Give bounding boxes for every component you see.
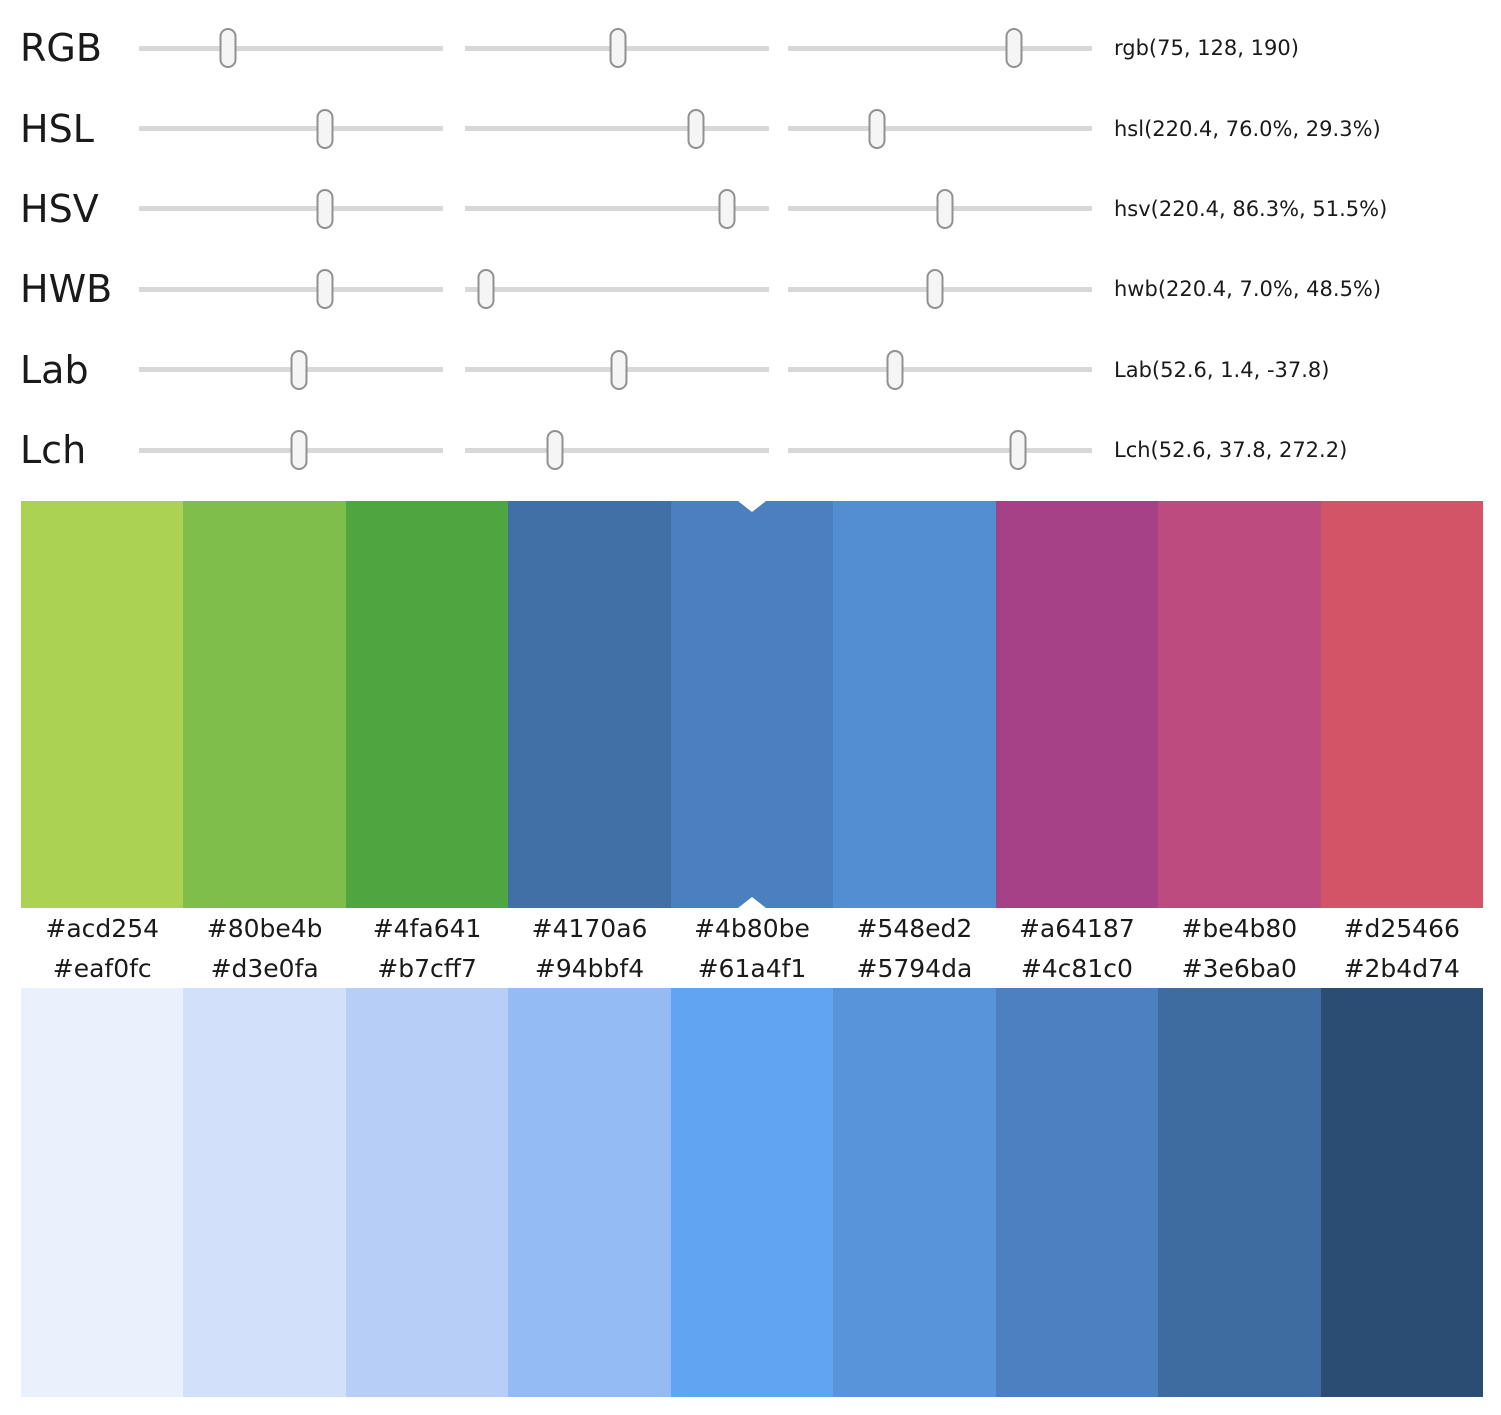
palette-swatch[interactable] [345,501,509,908]
slider-thumb[interactable] [886,349,904,390]
hex-label: #d3e0fa [210,953,319,983]
slider-thumb[interactable] [718,188,736,229]
palette-swatch[interactable] [670,501,834,908]
hex-label: #acd254 [45,913,160,943]
color-value-text: hsv(220.4, 86.3%, 51.5%) [1114,196,1388,221]
palette-swatch[interactable] [995,501,1159,908]
slider-track[interactable] [788,188,1092,229]
hex-label: #4c81c0 [1020,953,1133,983]
palette-swatch[interactable] [833,988,996,1397]
selected-swatch-marker-top [738,501,766,512]
palette-swatch[interactable] [833,501,996,908]
slider-row-hsv: HSV hsv(220.4, 86.3%, 51.5%) [0,169,1501,249]
colorspace-label: Lch [20,428,87,473]
slider-thumb[interactable] [290,430,308,471]
slider-thumb[interactable] [868,108,886,149]
colorspace-label: HSV [20,186,99,231]
colorspace-label: HWB [20,267,113,312]
color-value-text: hsl(220.4, 76.0%, 29.3%) [1114,116,1381,141]
hex-label: #eaf0fc [52,953,152,983]
palette-swatch[interactable] [670,988,834,1397]
hex-label: #4fa641 [372,913,482,943]
hue-variations-palette [21,501,1483,908]
hex-label: #b7cff7 [377,953,477,983]
slider-thumb[interactable] [936,188,954,229]
color-sliders-panel: RGB rgb(75, 128, 190) HSL hsl(220.4, 76.0%,… [0,0,1501,501]
hex-label: #61a4f1 [697,953,807,983]
slider-track[interactable] [139,349,443,390]
slider-thumb[interactable] [290,349,308,390]
slider-track[interactable] [465,430,769,471]
colorspace-label: Lab [20,347,89,392]
hex-label: #94bbf4 [534,953,645,983]
slider-thumb[interactable] [610,349,628,390]
palette-swatch[interactable] [345,988,509,1397]
palette-swatch[interactable] [1320,501,1483,908]
slider-thumb[interactable] [926,269,944,310]
slider-track[interactable] [139,430,443,471]
colorspace-label: RGB [20,26,102,71]
palette-swatch[interactable] [995,988,1159,1397]
slider-track[interactable] [788,28,1092,69]
hex-label: #d25466 [1343,913,1460,943]
slider-thumb[interactable] [316,269,334,310]
hex-label: #548ed2 [856,913,973,943]
slider-thumb[interactable] [219,28,237,69]
hex-labels-row-top: #acd254 #80be4b #4fa641 #4170a6 #4b80be #548e… [21,908,1483,948]
slider-thumb[interactable] [609,28,627,69]
hex-label: #4b80be [694,913,810,943]
palette-swatch[interactable] [508,988,671,1397]
slider-track[interactable] [788,349,1092,390]
palette-swatch[interactable] [1320,988,1483,1397]
slider-track[interactable] [788,269,1092,310]
slider-row-hsl: HSL hsl(220.4, 76.0%, 29.3%) [0,88,1501,168]
palette-swatch[interactable] [508,501,671,908]
slider-track[interactable] [465,108,769,149]
slider-track[interactable] [465,269,769,310]
slider-track[interactable] [788,430,1092,471]
slider-track[interactable] [139,28,443,69]
hex-label: #3e6ba0 [1181,953,1297,983]
slider-track[interactable] [465,349,769,390]
slider-row-lch: Lch Lch(52.6, 37.8, 272.2) [0,410,1501,490]
slider-thumb[interactable] [687,108,705,149]
palette-swatch[interactable] [183,988,346,1397]
slider-thumb[interactable] [1009,430,1027,471]
slider-row-lab: Lab Lab(52.6, 1.4, -37.8) [0,330,1501,410]
selected-swatch-marker-bottom [738,897,766,908]
slider-track[interactable] [465,28,769,69]
hex-label: #80be4b [206,913,323,943]
colorspace-label: HSL [20,106,94,151]
slider-thumb[interactable] [546,430,564,471]
slider-thumb[interactable] [477,269,495,310]
color-value-text: Lch(52.6, 37.8, 272.2) [1114,438,1348,463]
palette-swatch[interactable] [21,501,184,908]
slider-row-rgb: RGB rgb(75, 128, 190) [0,8,1501,88]
lightness-scale-palette [21,988,1483,1397]
palette-swatch[interactable] [183,501,346,908]
slider-track[interactable] [139,108,443,149]
palette-swatch[interactable] [21,988,184,1397]
slider-thumb[interactable] [316,188,334,229]
palette-swatch[interactable] [1158,988,1321,1397]
hex-label: #2b4d74 [1343,953,1460,983]
color-value-text: rgb(75, 128, 190) [1114,36,1299,61]
color-value-text: hwb(220.4, 7.0%, 48.5%) [1114,277,1382,302]
slider-track[interactable] [465,188,769,229]
slider-track[interactable] [788,108,1092,149]
hex-label: #a64187 [1018,913,1135,943]
slider-track[interactable] [139,269,443,310]
slider-thumb[interactable] [316,108,334,149]
slider-row-hwb: HWB hwb(220.4, 7.0%, 48.5%) [0,249,1501,329]
slider-thumb[interactable] [1005,28,1023,69]
hex-label: #4170a6 [531,913,648,943]
color-value-text: Lab(52.6, 1.4, -37.8) [1114,357,1330,382]
palette-swatch[interactable] [1158,501,1321,908]
hex-label: #5794da [856,953,973,983]
hex-label: #be4b80 [1181,913,1298,943]
slider-track[interactable] [139,188,443,229]
hex-labels-row-bottom: #eaf0fc #d3e0fa #b7cff7 #94bbf4 #61a4f1 #5794… [21,948,1483,988]
